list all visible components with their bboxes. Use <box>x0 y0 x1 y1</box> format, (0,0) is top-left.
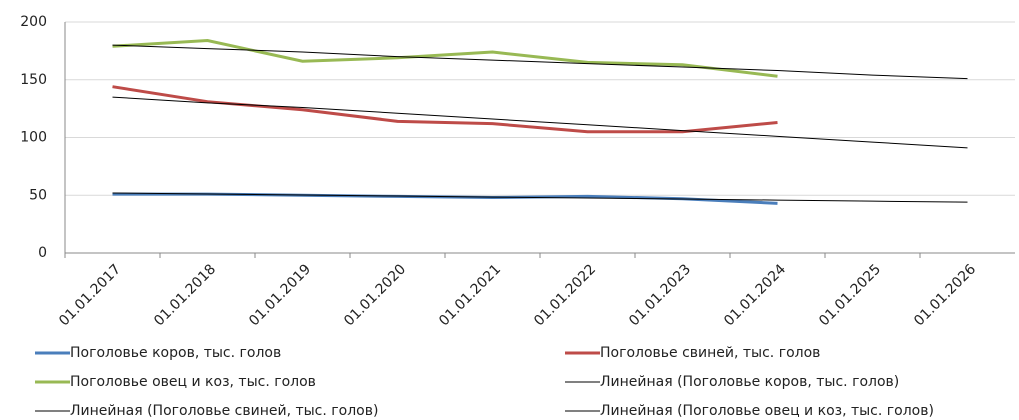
series-line <box>112 96 968 149</box>
x-tick-label: 01.01.2023 <box>626 261 694 329</box>
y-tick-label: 100 <box>20 130 47 146</box>
series-line <box>112 38 778 78</box>
series-line <box>112 44 968 80</box>
x-tick-label: 01.01.2026 <box>911 261 979 329</box>
legend-label: Поголовье овец и коз, тыс. голов <box>70 374 316 390</box>
x-tick-label: 01.01.2017 <box>56 261 124 329</box>
x-tick-label: 01.01.2021 <box>436 261 504 329</box>
x-tick-label: 01.01.2018 <box>151 261 219 329</box>
x-tick-label: 01.01.2022 <box>531 261 599 329</box>
series-line <box>112 192 968 203</box>
legend-label: Поголовье коров, тыс. голов <box>70 345 281 361</box>
legend-label: Линейная (Поголовье свиней, тыс. голов) <box>70 403 378 419</box>
y-tick-label: 200 <box>20 14 47 30</box>
x-tick-label: 01.01.2024 <box>721 261 789 329</box>
legend-label: Линейная (Поголовье овец и коз, тыс. гол… <box>600 403 934 419</box>
legend-label: Линейная (Поголовье коров, тыс. голов) <box>600 374 899 390</box>
series-line <box>112 85 778 134</box>
y-tick-label: 150 <box>20 72 47 88</box>
legend-label: Поголовье свиней, тыс. голов <box>600 345 820 361</box>
x-tick-label: 01.01.2019 <box>246 261 314 329</box>
x-tick-label: 01.01.2020 <box>341 261 409 329</box>
y-tick-label: 0 <box>38 245 47 261</box>
y-tick-label: 50 <box>29 187 47 203</box>
x-tick-label: 01.01.2025 <box>816 261 884 329</box>
